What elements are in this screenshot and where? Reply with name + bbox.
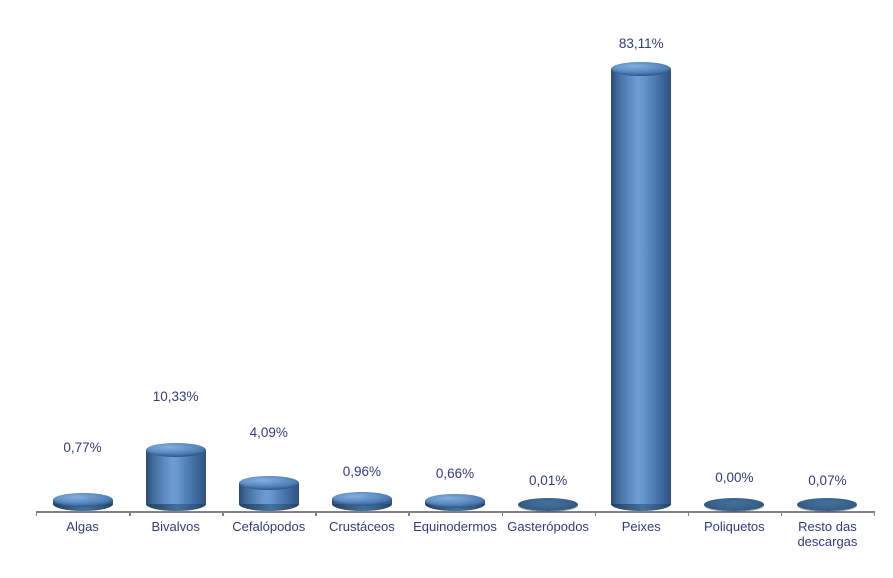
category-label: Algas xyxy=(66,519,99,534)
x-axis-tick xyxy=(129,511,131,516)
bar-cylinder xyxy=(331,491,392,511)
bar-flat-disc xyxy=(518,498,579,511)
bar-top-ellipse xyxy=(238,475,299,490)
category-label: Equinodermos xyxy=(413,519,497,534)
category-label: Poliquetos xyxy=(703,519,765,534)
bar-cylinder xyxy=(518,498,579,511)
bar-value-label: 0,77% xyxy=(63,439,102,455)
bar-top-ellipse xyxy=(52,492,113,507)
bar-value-label: 0,00% xyxy=(715,470,754,485)
x-axis-tick xyxy=(874,511,876,516)
bar-flat-disc xyxy=(704,498,765,511)
bar-cylinder xyxy=(145,442,206,511)
category-label: Bivalvos xyxy=(151,519,200,534)
category-label: Crustáceos xyxy=(329,519,395,534)
category-label: Peixes xyxy=(621,519,661,534)
bar-value-label: 4,09% xyxy=(249,424,288,440)
bar-top-ellipse xyxy=(145,442,206,457)
x-axis-tick xyxy=(222,511,224,516)
x-axis-tick xyxy=(780,511,783,516)
bar-cylinder xyxy=(238,475,299,511)
x-axis-tick xyxy=(594,511,597,516)
x-axis-line xyxy=(36,511,874,513)
bar-top-ellipse xyxy=(331,491,392,506)
category-label: Cefalópodos xyxy=(232,519,306,534)
bar-cylinder xyxy=(52,492,113,511)
x-axis-tick xyxy=(501,511,503,516)
bar-body xyxy=(145,449,206,504)
x-axis-tick xyxy=(408,511,410,516)
bar-cylinder xyxy=(797,498,858,511)
category-label: Gasterópodos xyxy=(507,519,589,534)
x-axis-tick xyxy=(687,511,690,516)
bar-value-label: 0,07% xyxy=(808,473,847,488)
bar-cylinder xyxy=(704,498,765,511)
bar-cylinder xyxy=(611,62,672,511)
bar-value-label: 0,96% xyxy=(342,463,382,479)
x-axis-tick xyxy=(315,511,317,516)
bar-value-label: 0,66% xyxy=(435,465,475,481)
bar-top-ellipse xyxy=(611,62,672,76)
x-axis-tick xyxy=(36,511,38,516)
category-label: Resto das descargas xyxy=(797,519,858,549)
bar-value-label: 83,11% xyxy=(618,36,664,51)
bar-cylinder xyxy=(425,493,485,511)
bar-value-label: 0,01% xyxy=(528,473,568,488)
bar-value-label: 10,33% xyxy=(152,388,199,404)
bar-body xyxy=(611,69,672,504)
bar-flat-disc xyxy=(797,498,858,511)
bar-top-ellipse xyxy=(425,493,485,508)
